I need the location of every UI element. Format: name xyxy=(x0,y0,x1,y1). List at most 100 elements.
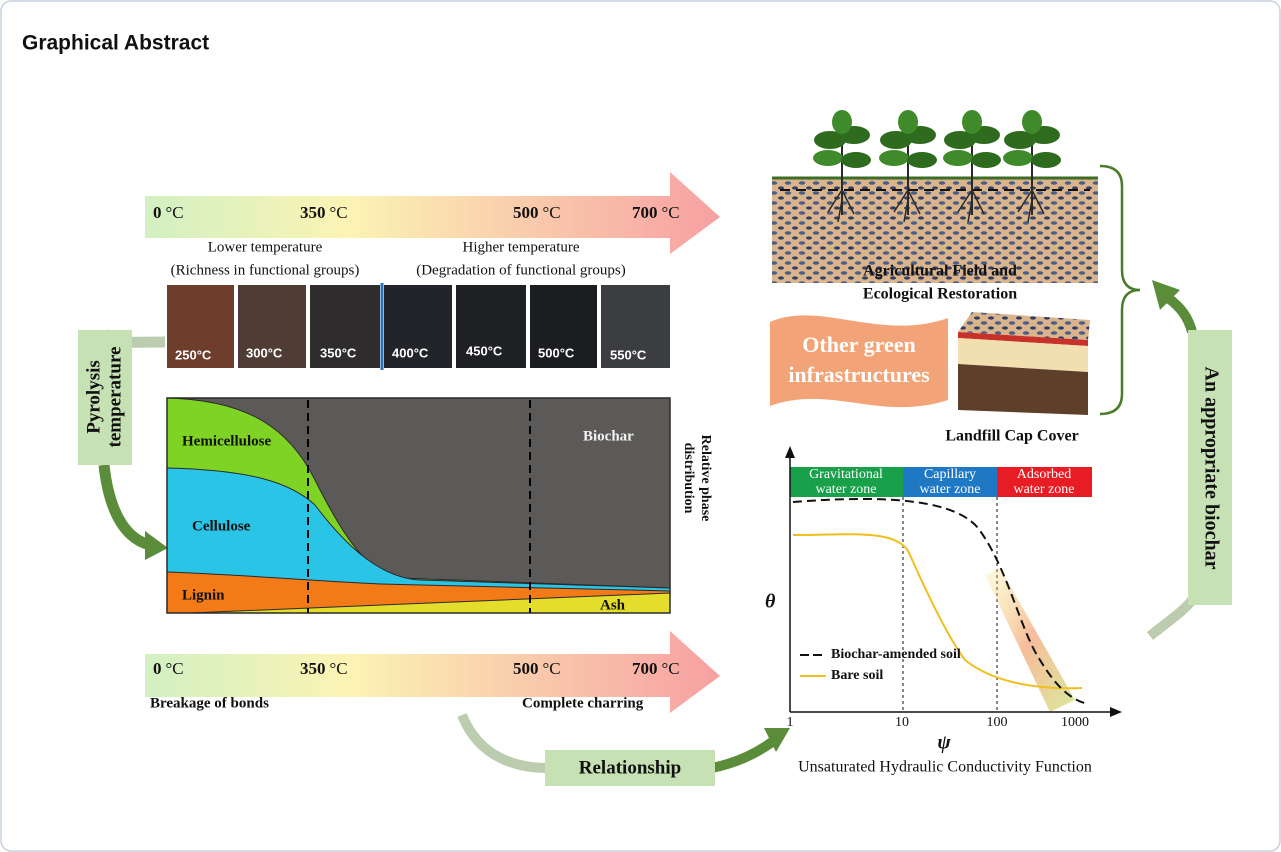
temperature-unit: °C xyxy=(166,203,184,222)
temperature-label: 0 °C xyxy=(153,203,184,222)
legend-label: Bare soil xyxy=(831,668,883,683)
photo-label: 250°C xyxy=(175,347,212,362)
photo-label: 400°C xyxy=(392,345,429,360)
zone-label: water zone xyxy=(1013,482,1074,497)
photo-label: 550°C xyxy=(610,347,647,362)
plant xyxy=(879,110,937,223)
plot-caption: Unsaturated Hydraulic Conductivity Funct… xyxy=(798,759,1092,776)
curved-arrow xyxy=(98,464,152,551)
application-label: Landfill Cap Cover xyxy=(945,428,1078,445)
plot-frame xyxy=(166,397,671,614)
temperature-unit: °C xyxy=(166,659,184,678)
plant xyxy=(1003,110,1061,223)
photo-label: 450°C xyxy=(466,343,503,358)
zone-label: Gravitational xyxy=(809,467,883,482)
temperature-label: 500 °C xyxy=(513,203,561,222)
x-tick-label: 1 xyxy=(787,715,794,730)
x-tick-label: 1000 xyxy=(1061,715,1089,730)
plant xyxy=(813,110,871,223)
temperature-label: 350 °C xyxy=(300,203,348,222)
application-label: Agricultural Field and xyxy=(863,263,1017,280)
axis-arrow xyxy=(1110,707,1122,717)
temperature-scale-bottom: 0 °C 350 °C 500 °C 700 °C xyxy=(153,659,680,678)
temperature-label: 0 °C xyxy=(153,659,184,678)
temperature-unit: °C xyxy=(330,203,348,222)
biochar-curve xyxy=(792,497,1089,705)
temperature-arrow xyxy=(145,172,720,254)
temperature-unit: °C xyxy=(543,659,561,678)
photo xyxy=(456,285,526,368)
photo-strip: 250°C 300°C 350°C 400°C 450°C 500°C 550°… xyxy=(167,283,670,370)
x-axis-label: ψ xyxy=(937,732,951,754)
temperature-arrow xyxy=(145,631,720,713)
plants xyxy=(813,110,1061,223)
temperature-label: 700 °C xyxy=(632,659,680,678)
application-label: infrastructures xyxy=(788,362,930,387)
cellulose-area xyxy=(166,467,671,614)
curved-arrow xyxy=(1165,293,1197,334)
relationship-label: Relationship xyxy=(579,757,681,778)
side-label-line: temperature xyxy=(104,347,125,448)
field-illustration xyxy=(772,110,1098,283)
layer xyxy=(958,338,1088,372)
side-label-box xyxy=(78,330,132,465)
bare-soil-curve xyxy=(792,533,1083,690)
zone-box xyxy=(903,467,997,497)
temperature-value: 700 xyxy=(632,203,658,222)
bottom-note: Breakage of bonds xyxy=(150,695,269,711)
temperature-scale-top: 0 °C 350 °C 500 °C 700 °C xyxy=(153,203,680,222)
layer xyxy=(958,312,1090,340)
component-label: Ash xyxy=(600,597,626,613)
photo-label: 500°C xyxy=(538,345,575,360)
application-label: Ecological Restoration xyxy=(863,286,1017,303)
y-axis-label: θ xyxy=(765,591,776,613)
bottom-note: Complete charring xyxy=(522,695,644,711)
arrow-head xyxy=(145,531,168,560)
photo xyxy=(530,285,597,368)
relationship-box xyxy=(545,750,715,786)
zone-label: water zone xyxy=(919,482,980,497)
infrastructure-banner xyxy=(770,315,948,408)
component-label: Hemicellulose xyxy=(182,433,271,449)
photo-label: 300°C xyxy=(246,345,283,360)
zone-label: Adsorbed xyxy=(1017,467,1071,482)
layer xyxy=(958,364,1088,415)
x-tick-label: 10 xyxy=(895,715,909,730)
note-detail: (Degradation of functional groups) xyxy=(416,262,626,278)
landfill-illustration xyxy=(958,312,1090,415)
brace xyxy=(1099,164,1141,416)
temperature-value: 350 xyxy=(300,203,326,222)
zone-label: water zone xyxy=(815,482,876,497)
temperature-value: 0 xyxy=(153,203,162,222)
photo xyxy=(310,285,380,368)
application-label: Other green xyxy=(802,332,915,357)
curved-arrow xyxy=(457,712,549,773)
component-label: Lignin xyxy=(182,587,225,603)
arrow-head xyxy=(1152,280,1180,310)
axis-label-line: Relative phase xyxy=(698,435,713,522)
photo xyxy=(167,285,234,368)
phase-plot: Hemicellulose Cellulose Lignin Biochar A… xyxy=(166,397,713,614)
temperature-unit: °C xyxy=(543,203,561,222)
curved-arrow xyxy=(710,737,775,773)
zone-label: Capillary xyxy=(924,467,976,482)
hydraulic-plot: Gravitational water zone Capillary water… xyxy=(765,446,1122,776)
side-label: Pyrolysis temperature xyxy=(83,347,125,448)
temperature-label: 700 °C xyxy=(632,203,680,222)
temperature-label: 500 °C xyxy=(513,659,561,678)
temperature-unit: °C xyxy=(662,203,680,222)
temperature-value: 350 xyxy=(300,659,326,678)
right-label: An appropriate biochar xyxy=(1200,367,1222,570)
axis-label-line: distribution xyxy=(681,443,696,514)
temperature-unit: °C xyxy=(330,659,348,678)
arrow-head xyxy=(764,728,790,752)
note-detail: (Richness in functional groups) xyxy=(171,262,360,278)
axis-label: Relative phase distribution xyxy=(681,435,713,522)
plant xyxy=(943,110,1001,223)
axis-arrow xyxy=(785,446,795,458)
soil xyxy=(772,178,1098,283)
note-label: Higher temperature xyxy=(462,239,579,255)
zone-box xyxy=(997,467,1092,497)
temperature-unit: °C xyxy=(662,659,680,678)
